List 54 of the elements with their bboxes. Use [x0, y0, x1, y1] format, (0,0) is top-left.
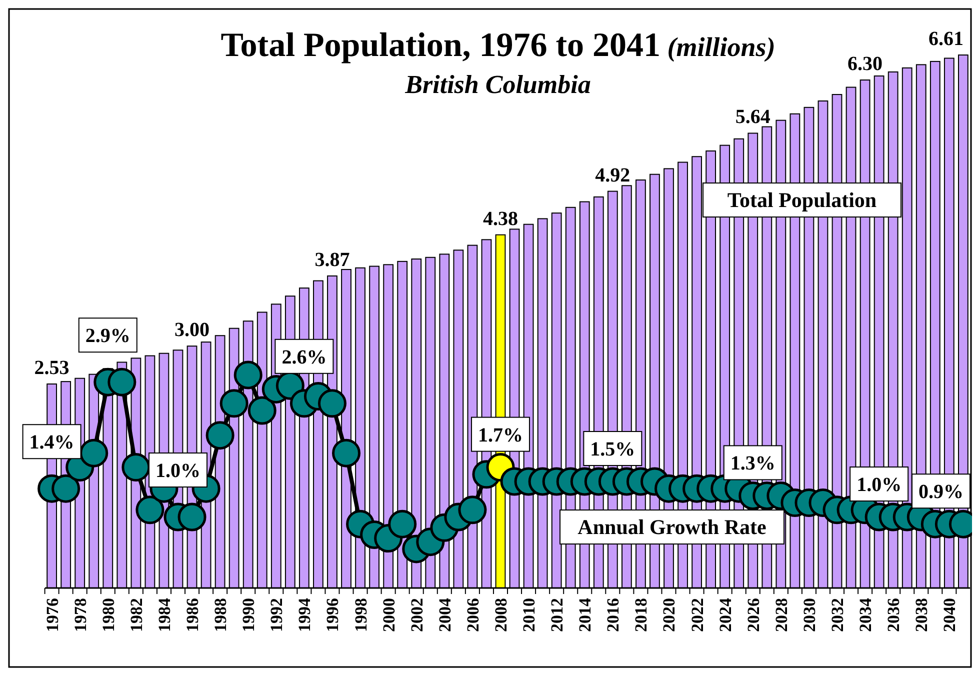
x-tick-label: 2018	[632, 598, 651, 632]
series-label: Annual Growth Rate	[578, 515, 766, 539]
x-tick-label: 1990	[239, 598, 258, 632]
x-tick-label: 2032	[828, 598, 848, 632]
data-label: 2.9%	[85, 325, 130, 348]
x-tick-label: 1980	[98, 598, 118, 632]
data-label: 3.00	[174, 319, 210, 342]
data-label: 3.87	[314, 248, 350, 271]
data-label: 1.7%	[478, 424, 523, 446]
data-label: 1.4%	[29, 432, 74, 454]
data-label: 2.6%	[282, 346, 327, 368]
chart-title: Total Population, 1976 to 2041 (millions)	[220, 27, 776, 64]
x-tick-label: 2012	[548, 598, 567, 632]
data-label: 6.61	[928, 28, 964, 50]
data-label: 4.38	[482, 208, 518, 230]
data-label: 6.30	[848, 52, 883, 75]
x-tick-label: 2016	[604, 598, 623, 632]
x-tick-label: 2026	[744, 598, 763, 632]
x-tick-label: 2028	[772, 598, 791, 632]
x-tick-label: 2036	[884, 598, 904, 632]
x-tick-label: 2022	[688, 598, 707, 632]
data-label: 0.9%	[918, 481, 964, 504]
x-tick-label: 1978	[70, 598, 90, 632]
x-tick-label: 1976	[42, 598, 62, 632]
x-tick-label: 2020	[660, 598, 679, 632]
data-label: 1.5%	[590, 438, 636, 460]
data-label: 1.0%	[856, 474, 902, 496]
x-tick-label: 2034	[856, 598, 876, 632]
x-tick-label: 2030	[800, 598, 819, 632]
x-tick-label: 1984	[154, 598, 174, 632]
x-tick-label: 2024	[716, 598, 735, 632]
x-tick-label: 1998	[351, 598, 370, 632]
x-tick-label: 1996	[323, 598, 342, 632]
data-label: 1.3%	[730, 452, 776, 475]
x-tick-label: 2040	[940, 598, 960, 632]
x-tick-label: 2010	[520, 598, 539, 632]
x-tick-label: 2008	[491, 598, 510, 632]
x-tick-label: 2002	[407, 598, 426, 632]
x-tick-label: 1982	[126, 598, 146, 632]
data-label: 1.0%	[155, 460, 200, 482]
x-tick-label: 1994	[295, 598, 314, 632]
x-tick-label: 2038	[912, 598, 932, 632]
x-tick-label: 1988	[211, 598, 230, 632]
x-tick-label: 1992	[267, 598, 286, 632]
text: British Columbia	[404, 70, 591, 99]
data-label: 4.92	[595, 164, 630, 186]
x-tick-label: 2004	[435, 598, 454, 632]
x-tick-label: 2000	[379, 598, 398, 632]
x-tick-label: 2014	[576, 598, 595, 632]
data-label: 2.53	[34, 356, 70, 379]
data-label: 5.64	[735, 106, 770, 128]
x-tick-label: 1986	[183, 598, 202, 632]
series-label: Total Population	[727, 188, 877, 212]
x-tick-label: 2006	[463, 598, 482, 632]
